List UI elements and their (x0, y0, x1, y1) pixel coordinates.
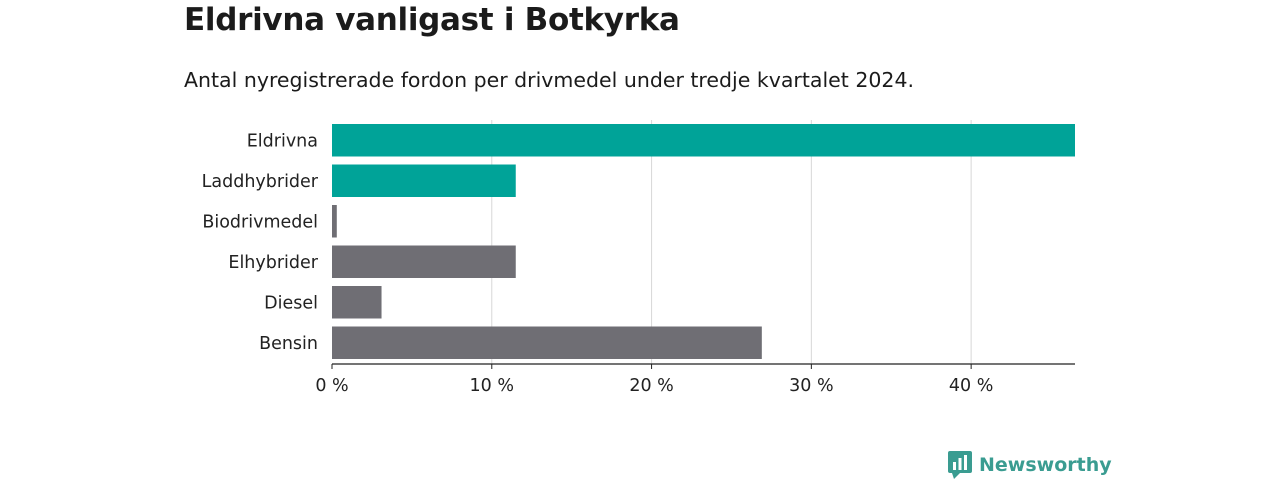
chart-title: Eldrivna vanligast i Botkyrka (184, 2, 680, 38)
bar-eldrivna (332, 124, 1075, 157)
x-tick-label-3: 30 % (789, 376, 833, 396)
category-label-elhybrider: Elhybrider (228, 253, 318, 273)
bar-elhybrider (332, 245, 516, 278)
bar-bensin (332, 326, 762, 359)
bar-diesel (332, 286, 382, 319)
bar-laddhybrider (332, 164, 516, 197)
x-tick-label-2: 20 % (629, 376, 673, 396)
x-tick-label-0: 0 % (315, 376, 348, 396)
newsworthy-brand: Newsworthy (948, 451, 1112, 479)
category-label-diesel: Diesel (264, 293, 318, 313)
chart-subtitle: Antal nyregistrerade fordon per drivmede… (184, 68, 915, 92)
category-label-biodrivmedel: Biodrivmedel (202, 212, 318, 232)
category-label-bensin: Bensin (259, 334, 318, 354)
category-label-eldrivna: Eldrivna (247, 131, 318, 151)
category-label-laddhybrider: Laddhybrider (202, 172, 319, 192)
x-tick-label-1: 10 % (470, 376, 514, 396)
brand-name: Newsworthy (979, 454, 1112, 476)
newsworthy-logo-icon (948, 451, 972, 479)
x-tick-label-4: 40 % (949, 376, 993, 396)
bar-biodrivmedel (332, 205, 337, 238)
